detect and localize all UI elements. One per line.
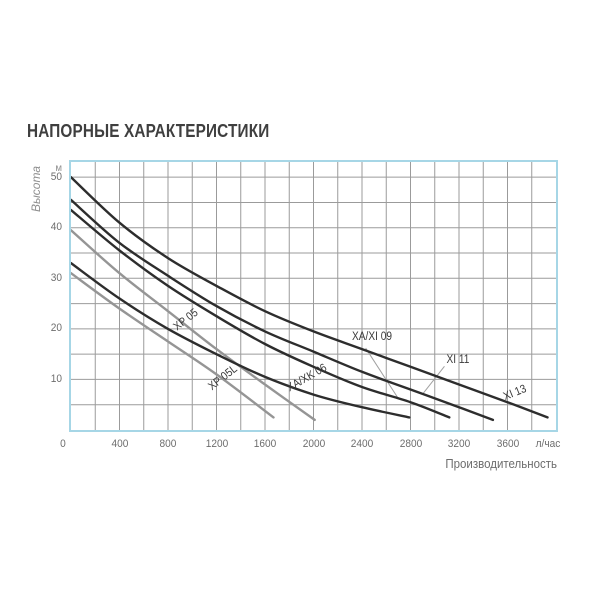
curve-xp-05 — [71, 229, 316, 422]
y-tick-label: 30 — [50, 271, 62, 284]
chart-title: НАПОРНЫЕ ХАРАКТЕРИСТИКИ — [27, 121, 270, 141]
x-axis-title: Производительность — [445, 457, 557, 471]
chart-canvas — [71, 162, 556, 430]
x-tick-label: 2400 — [350, 438, 374, 450]
x-tick-label: 400 — [111, 438, 128, 450]
y-unit-label: м — [55, 162, 62, 174]
x-tick-label: 1200 — [205, 438, 228, 450]
y-tick-label: 50 — [50, 170, 62, 183]
x-tick-label: 800 — [159, 438, 177, 450]
chart-plot-area: XI 13 XI 11 XA/XI 09 XP 05 XA/XK 06 XP 05L — [69, 160, 558, 432]
curve-xi-13 — [71, 176, 549, 419]
curve-xp-05l — [71, 272, 275, 419]
curve-xa-xi-09 — [71, 208, 451, 419]
leader-line-xa-xi-09 — [365, 347, 399, 399]
x-tick-label: 2800 — [399, 438, 422, 450]
y-tick-label: 20 — [50, 322, 62, 335]
curve-label-xa-xi-09: XA/XI 09 — [351, 330, 392, 343]
curve-xi-11 — [71, 198, 495, 422]
x-tick-label: 3600 — [496, 438, 519, 450]
y-tick-label: 40 — [50, 221, 62, 234]
x-tick-label: 3200 — [447, 438, 471, 450]
leader-line-xi-11 — [422, 365, 445, 395]
y-tick-label: 10 — [50, 372, 62, 385]
curve-label-xi-11: XI 11 — [446, 354, 470, 367]
curve-xa-xk-06 — [71, 261, 411, 419]
x-unit-label: л/час — [535, 438, 561, 450]
x-origin-label: 0 — [60, 438, 66, 450]
x-tick-label: 1600 — [253, 438, 277, 450]
x-tick-label: 2000 — [302, 438, 325, 450]
